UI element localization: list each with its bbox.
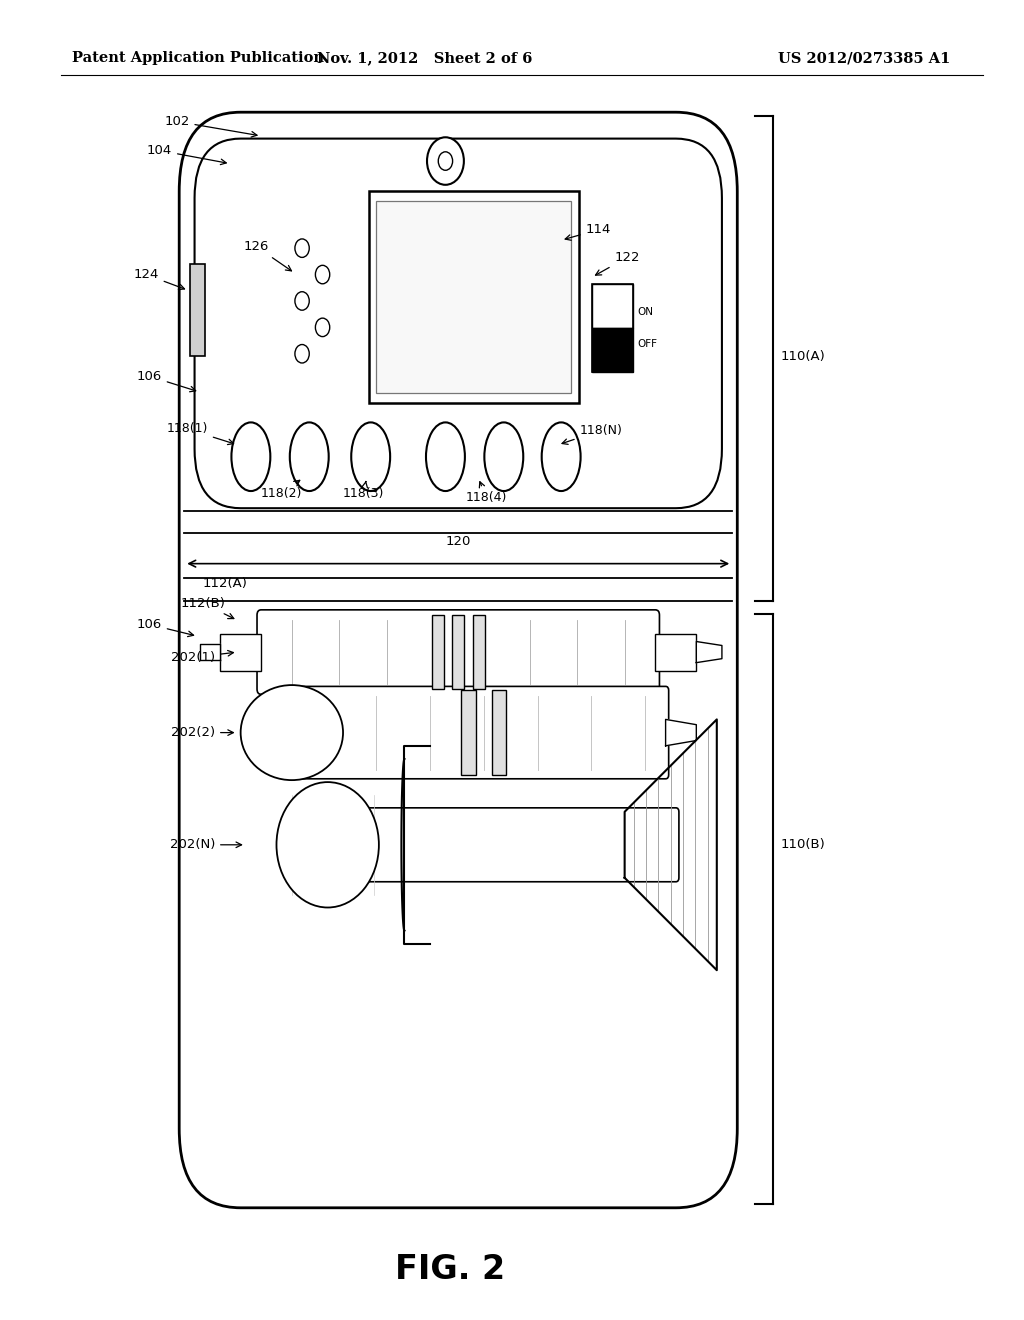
Bar — [592, 284, 633, 327]
Text: 112(B): 112(B) — [180, 597, 233, 619]
Text: Nov. 1, 2012   Sheet 2 of 6: Nov. 1, 2012 Sheet 2 of 6 — [317, 51, 532, 65]
Text: FIG. 2: FIG. 2 — [395, 1254, 506, 1286]
Polygon shape — [200, 644, 220, 660]
Text: 118(N): 118(N) — [562, 424, 623, 445]
Text: ON: ON — [637, 308, 653, 317]
Text: 114: 114 — [565, 223, 611, 240]
FancyBboxPatch shape — [179, 112, 737, 1208]
Circle shape — [295, 345, 309, 363]
Text: 106: 106 — [136, 618, 194, 636]
Bar — [369, 191, 579, 403]
Bar — [461, 690, 475, 775]
Circle shape — [295, 239, 309, 257]
Text: 110(A): 110(A) — [780, 350, 825, 363]
Text: Patent Application Publication: Patent Application Publication — [72, 51, 324, 65]
Text: 118(4): 118(4) — [466, 482, 507, 504]
Bar — [472, 615, 485, 689]
Ellipse shape — [542, 422, 581, 491]
Text: 202(N): 202(N) — [170, 838, 242, 851]
Bar — [190, 264, 205, 356]
Polygon shape — [696, 642, 722, 663]
Bar — [492, 690, 506, 775]
Bar — [376, 201, 571, 393]
Text: 202(2): 202(2) — [171, 726, 233, 739]
Ellipse shape — [351, 422, 390, 491]
Text: 102: 102 — [164, 115, 257, 137]
Polygon shape — [625, 719, 717, 970]
Text: 202(1): 202(1) — [171, 651, 233, 664]
Bar — [452, 615, 464, 689]
Text: 106: 106 — [136, 370, 196, 392]
Text: 112(A): 112(A) — [203, 577, 248, 590]
Text: 104: 104 — [146, 144, 226, 165]
Text: 124: 124 — [133, 268, 184, 289]
Bar — [592, 327, 633, 372]
Text: 110(B): 110(B) — [780, 838, 825, 851]
Ellipse shape — [484, 422, 523, 491]
FancyBboxPatch shape — [299, 686, 669, 779]
Circle shape — [295, 292, 309, 310]
Text: 120: 120 — [445, 535, 471, 548]
Text: 118(3): 118(3) — [343, 482, 384, 500]
Circle shape — [315, 318, 330, 337]
Text: 122: 122 — [596, 251, 640, 275]
FancyBboxPatch shape — [195, 139, 722, 508]
Ellipse shape — [231, 422, 270, 491]
Circle shape — [438, 152, 453, 170]
Bar — [220, 634, 261, 671]
FancyBboxPatch shape — [257, 610, 659, 694]
Circle shape — [427, 137, 464, 185]
Polygon shape — [666, 719, 696, 746]
Bar — [592, 284, 633, 372]
Text: 126: 126 — [244, 240, 292, 271]
Circle shape — [315, 265, 330, 284]
Ellipse shape — [241, 685, 343, 780]
Bar — [431, 615, 443, 689]
FancyBboxPatch shape — [350, 808, 679, 882]
Bar — [655, 634, 696, 671]
Text: 118(1): 118(1) — [167, 422, 233, 445]
Ellipse shape — [290, 422, 329, 491]
Ellipse shape — [276, 781, 379, 908]
Text: US 2012/0273385 A1: US 2012/0273385 A1 — [778, 51, 950, 65]
Text: OFF: OFF — [637, 339, 657, 348]
Text: 118(2): 118(2) — [261, 480, 302, 500]
Ellipse shape — [426, 422, 465, 491]
